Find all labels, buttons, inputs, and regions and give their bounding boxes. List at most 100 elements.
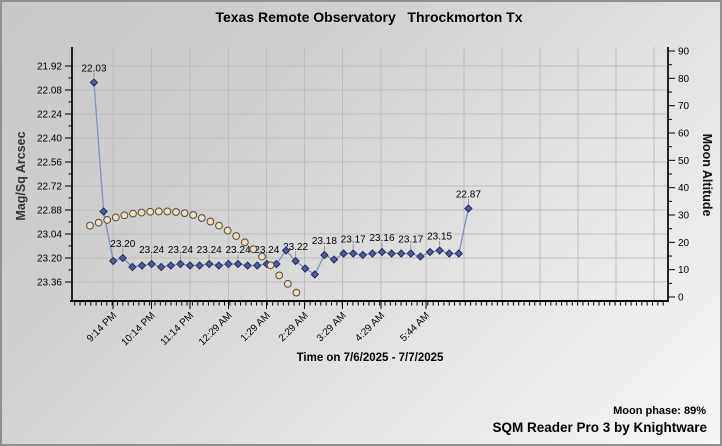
moon-data-point: [258, 252, 266, 261]
moon-data-point: [232, 232, 241, 240]
right-tick-label: 40: [678, 183, 690, 194]
x-tick-label: 4:29 AM: [353, 310, 387, 344]
sqm-data-point: [464, 204, 473, 213]
sqm-data-point: [176, 259, 185, 269]
sqm-data-point: [204, 259, 214, 269]
right-tick-label: 20: [678, 238, 690, 249]
left-tick-label: 22.56: [37, 158, 62, 169]
sqm-data-point: [358, 250, 368, 260]
right-tick-label: 80: [678, 74, 690, 85]
left-tick-label: 22.40: [37, 134, 62, 145]
sqm-data-point: [281, 246, 291, 255]
sqm-data-point: [147, 259, 156, 269]
sqm-data-point: [300, 264, 310, 273]
x-tick-label: 10:14 PM: [120, 310, 158, 348]
right-tick-label: 90: [678, 47, 690, 58]
x-tick-label: 2:29 AM: [277, 310, 311, 344]
sqm-data-point: [425, 247, 435, 257]
sqm-data-point: [329, 255, 339, 264]
sqm-data-label: 23.24: [197, 245, 222, 256]
sqm-data-label: 23.24: [168, 245, 193, 256]
moon-series: [86, 207, 301, 297]
moon-data-point: [120, 211, 129, 220]
sqm-data-point: [137, 261, 147, 270]
sqm-data-label: 23.15: [427, 232, 452, 243]
sqm-data-label: 23.24: [139, 245, 164, 256]
sqm-data-label: 23.24: [254, 245, 279, 256]
moon-data-point: [94, 218, 103, 227]
sqm-data-point: [310, 270, 320, 279]
sqm-data-point: [243, 261, 252, 270]
moon-phase-label: Moon phase: 89%: [613, 405, 706, 417]
right-tick-label: 0: [678, 293, 684, 304]
app-name-label: SQM Reader Pro 3 by Knightware: [492, 420, 707, 435]
sqm-data-label: 22.87: [456, 190, 481, 201]
moon-data-point: [189, 211, 198, 219]
sqm-data-point: [396, 249, 406, 258]
left-axis-title: Mag/Sq Arcsec: [14, 131, 28, 220]
sqm-data-label: 23.22: [283, 242, 308, 253]
right-tick-label: 60: [678, 129, 690, 140]
sqm-data-point: [377, 247, 387, 257]
sqm-data-point: [406, 249, 416, 258]
x-tick-label: 5:44 AM: [398, 310, 432, 344]
sqm-data-label: 23.24: [225, 245, 250, 256]
left-tick-label: 22.72: [37, 182, 62, 193]
sqm-data-label: 23.20: [110, 239, 135, 250]
left-tick-label: 23.04: [37, 230, 62, 241]
sqm-data-point: [99, 207, 108, 216]
moon-data-point: [86, 221, 94, 230]
moon-data-point: [154, 207, 163, 216]
moon-data-point: [223, 226, 232, 235]
sqm-data-point: [89, 78, 99, 87]
sqm-data-point: [320, 250, 329, 260]
moon-data-point: [206, 217, 215, 226]
left-tick-label: 22.88: [37, 206, 62, 217]
sqm-data-point: [339, 249, 348, 258]
sqm-data-label: 22.03: [81, 64, 106, 75]
sqm-data-point: [291, 256, 300, 266]
left-tick-label: 23.36: [37, 278, 62, 289]
moon-data-point: [215, 221, 223, 230]
left-tick-label: 23.20: [37, 254, 62, 265]
x-tick-label: 9:14 PM: [85, 310, 119, 344]
sqm-data-point: [214, 261, 224, 270]
left-tick-label: 21.92: [37, 62, 62, 73]
right-tick-label: 50: [678, 156, 690, 167]
right-tick-label: 30: [678, 211, 690, 222]
axes: [70, 47, 669, 302]
moon-data-point: [197, 214, 206, 222]
sqm-data-point: [416, 252, 425, 261]
moon-data-point: [172, 208, 180, 216]
sqm-data-point: [387, 249, 396, 258]
moon-data-point: [163, 207, 172, 216]
sqm-data-point: [454, 249, 464, 258]
sqm-data-label: 23.17: [341, 235, 366, 246]
moon-data-point: [146, 207, 155, 216]
right-tick-label: 70: [678, 101, 690, 112]
x-tick-label: 11:14 PM: [159, 310, 197, 348]
moon-data-point: [266, 261, 275, 270]
x-axis-title: Time on 7/6/2025 - 7/7/2025: [297, 352, 444, 364]
sqm-data-point: [435, 246, 444, 255]
moon-data-point: [240, 238, 249, 247]
moon-data-point: [275, 271, 284, 280]
right-tick-label: 10: [678, 265, 690, 276]
x-tick-label: 12:29 AM: [197, 310, 235, 348]
sqm-data-label: 23.16: [369, 233, 394, 244]
left-tick-label: 22.24: [37, 110, 62, 121]
sqm-data-point: [252, 261, 262, 270]
moon-data-point: [249, 245, 258, 254]
sqm-data-point: [233, 259, 243, 269]
x-tick-label: 3:29 AM: [315, 310, 349, 344]
sqm-data-point: [348, 249, 358, 258]
moon-data-point: [283, 279, 292, 288]
moon-data-point: [292, 288, 301, 297]
moon-data-point: [129, 209, 137, 218]
sqm-data-point: [118, 253, 128, 263]
sqm-data-point: [195, 261, 204, 270]
moon-data-point: [137, 208, 146, 217]
sqm-data-point: [272, 259, 281, 269]
sqm-data-label: 23.17: [398, 235, 423, 246]
